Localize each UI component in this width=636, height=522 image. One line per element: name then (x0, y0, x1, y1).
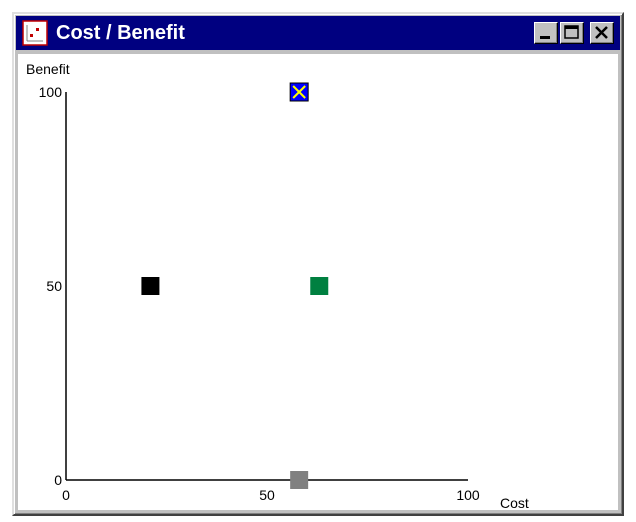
data-point-marker (141, 277, 160, 295)
x-tick-label: 0 (62, 487, 70, 503)
chart-area: Benefit Cost 0 50 100 0 50 100 (18, 54, 618, 510)
x-tick-label: 50 (259, 487, 275, 503)
y-tick-label: 100 (39, 84, 63, 100)
close-icon (595, 26, 608, 39)
data-point[interactable] (141, 277, 160, 295)
maximize-icon (564, 25, 579, 39)
scatter-chart: Benefit Cost 0 50 100 0 50 100 (26, 61, 529, 510)
minimize-icon (540, 36, 550, 39)
y-tick-label: 0 (54, 472, 62, 488)
chart-icon[interactable] (22, 20, 48, 46)
data-point[interactable] (289, 82, 309, 102)
data-point-marker (310, 277, 329, 295)
close-button[interactable] (590, 22, 614, 44)
cost-benefit-window: Cost / Benefit Benefit Cost 0 50 100 0 50 100 (12, 12, 624, 516)
minimize-button[interactable] (534, 22, 558, 44)
data-point[interactable] (290, 471, 309, 489)
window-title: Cost / Benefit (56, 22, 185, 44)
y-axis-label: Benefit (26, 61, 70, 77)
data-point-marker (290, 471, 309, 489)
data-point[interactable] (310, 277, 329, 295)
x-axis-label: Cost (500, 495, 529, 510)
maximize-button[interactable] (560, 22, 584, 44)
y-tick-label: 50 (46, 278, 62, 294)
title-bar[interactable]: Cost / Benefit (16, 16, 620, 50)
x-tick-label: 100 (456, 487, 480, 503)
data-point-cross (292, 85, 306, 99)
